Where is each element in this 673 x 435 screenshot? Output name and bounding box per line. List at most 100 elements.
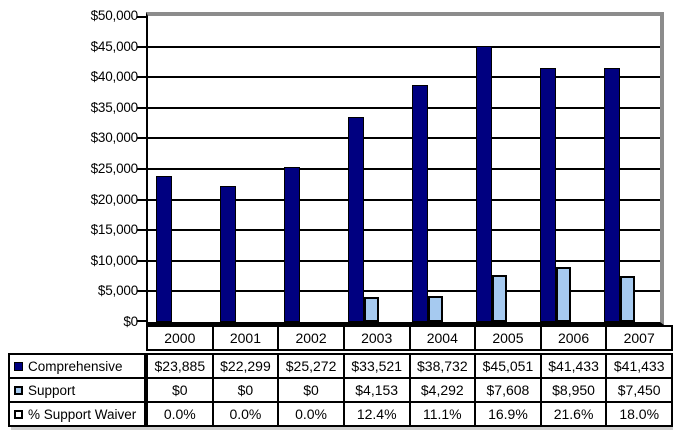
category-slot-2003: [340, 16, 404, 322]
table-cell-support-2002: $0: [277, 377, 345, 403]
y-tick: [137, 229, 146, 232]
y-tick-label: $10,000: [90, 252, 139, 268]
category-slot-2002: [276, 16, 340, 322]
year-cell-2003: 2003: [342, 325, 411, 351]
year-cell-2001: 2001: [211, 325, 280, 351]
bar-support-2003: [364, 297, 379, 322]
gridline: [148, 106, 660, 109]
table-cell--support-waiver-2003: 12.4%: [342, 401, 411, 427]
gridline: [148, 259, 660, 262]
y-tick-label: $20,000: [90, 191, 139, 207]
table-row--support-waiver: 0.0% 0.0% 0.0% 12.4% 11.1% 16.9% 21.6% 18.0%: [146, 401, 673, 427]
y-tick-label: $30,000: [90, 130, 139, 146]
year-cell-2007: 2007: [605, 325, 673, 351]
table-cell-comprehensive-2001: $22,299: [211, 353, 280, 379]
legend-cell-content: % Support Waiver: [11, 406, 143, 422]
table-cell--support-waiver-2000: 0.0%: [146, 401, 214, 427]
legend-row: Support: [8, 377, 146, 403]
legend-label: % Support Waiver: [28, 406, 137, 422]
category-slot-2007: [596, 16, 660, 322]
table-cell-comprehensive-2005: $45,051: [474, 353, 542, 379]
data-table: $23,885 $22,299 $25,272 $33,521 $38,732 $45,0…: [146, 353, 673, 427]
y-tick: [137, 16, 146, 18]
table-cell-support-2007: $7,450: [605, 377, 673, 403]
y-tick-label: $5,000: [97, 283, 138, 299]
y-tick: [137, 320, 146, 322]
gridline: [148, 76, 660, 79]
bar-support-2007: [620, 276, 635, 322]
y-tick-label: $45,000: [90, 38, 139, 54]
y-tick-label: $25,000: [90, 161, 139, 176]
chart-plot-area: [146, 12, 664, 325]
legend-cell-content: Comprehensive: [11, 358, 143, 374]
table-cell-support-2006: $8,950: [539, 377, 608, 403]
table-cell-comprehensive-2000: $23,885: [146, 353, 214, 379]
y-axis-labels: $0 $5,000 $10,000 $15,000 $20,000 $25,000 $30,…: [0, 8, 139, 329]
legend-row: Comprehensive: [8, 353, 146, 379]
legend-marker--support-waiver: [14, 409, 23, 419]
table-cell--support-waiver-2006: 21.6%: [539, 401, 608, 427]
table-cell-support-2000: $0: [146, 377, 214, 403]
legend-label: Comprehensive: [28, 358, 123, 374]
y-tick-label: $50,000: [90, 8, 139, 23]
bar-comprehensive-2005: [476, 46, 492, 322]
legend-cell--support-waiver: % Support Waiver: [8, 401, 146, 427]
y-tick: [137, 106, 146, 109]
y-tick-label: $15,000: [90, 222, 139, 238]
y-tick: [137, 198, 146, 201]
table-row-support: $0 $0 $0 $4,153 $4,292 $7,608 $8,950 $7,450: [146, 377, 673, 403]
bar-comprehensive-2004: [412, 85, 428, 322]
year-cell-2004: 2004: [408, 325, 477, 351]
bar-comprehensive-2003: [348, 117, 364, 322]
legend-cell-content: Support: [11, 382, 143, 398]
category-slot-2004: [404, 16, 468, 322]
bar-comprehensive-2007: [604, 68, 620, 322]
table-row-comprehensive: $23,885 $22,299 $25,272 $33,521 $38,732 $45,0…: [146, 353, 673, 379]
bar-comprehensive-2002: [284, 167, 300, 322]
table-cell-support-2001: $0: [211, 377, 280, 403]
bar-comprehensive-2006: [540, 68, 556, 322]
legend-label: Support: [28, 382, 76, 398]
y-tick-label: $35,000: [90, 99, 139, 115]
gridline: [148, 290, 660, 293]
table-cell-support-2004: $4,292: [408, 377, 477, 403]
bar-support-2004: [428, 296, 443, 322]
year-cell-2000: 2000: [146, 325, 214, 351]
bar-comprehensive-2000: [156, 176, 172, 322]
y-axis-ticks: [137, 16, 146, 322]
category-slot-2001: [212, 16, 276, 322]
table-cell--support-waiver-2001: 0.0%: [211, 401, 280, 427]
legend-marker-support: [14, 385, 23, 395]
table-cell--support-waiver-2004: 11.1%: [408, 401, 477, 427]
series-legend-column: Comprehensive Support % Support Waiver: [8, 353, 146, 427]
table-cell--support-waiver-2005: 16.9%: [474, 401, 542, 427]
category-slot-2006: [532, 16, 596, 322]
bar-support-2005: [492, 275, 507, 322]
table-cell-comprehensive-2002: $25,272: [277, 353, 345, 379]
category-slot-2000: [148, 16, 212, 322]
table-cell--support-waiver-2002: 0.0%: [277, 401, 345, 427]
table-cell-comprehensive-2007: $41,433: [605, 353, 673, 379]
table-cell-support-2003: $4,153: [342, 377, 411, 403]
year-cell-2005: 2005: [474, 325, 542, 351]
gridline: [148, 229, 660, 232]
legend-cell-comprehensive: Comprehensive: [8, 353, 146, 379]
y-tick-label: $0: [123, 314, 138, 329]
legend-row: % Support Waiver: [8, 401, 146, 427]
bar-support-2006: [556, 267, 571, 322]
gridline: [148, 198, 660, 201]
table-cell-support-2005: $7,608: [474, 377, 542, 403]
bar-comprehensive-2001: [220, 186, 236, 322]
table-cell-comprehensive-2004: $38,732: [408, 353, 477, 379]
y-tick: [137, 76, 146, 79]
table-cell-comprehensive-2003: $33,521: [342, 353, 411, 379]
x-axis-year-row: 2000 2001 2002 2003 2004 2005 2006 2007: [146, 325, 673, 351]
y-tick: [137, 168, 146, 170]
category-slot-2005: [468, 16, 532, 322]
table-cell--support-waiver-2007: 18.0%: [605, 401, 673, 427]
table-cell-comprehensive-2006: $41,433: [539, 353, 608, 379]
y-tick: [137, 259, 146, 262]
y-tick: [137, 45, 146, 48]
gridline: [148, 168, 660, 170]
